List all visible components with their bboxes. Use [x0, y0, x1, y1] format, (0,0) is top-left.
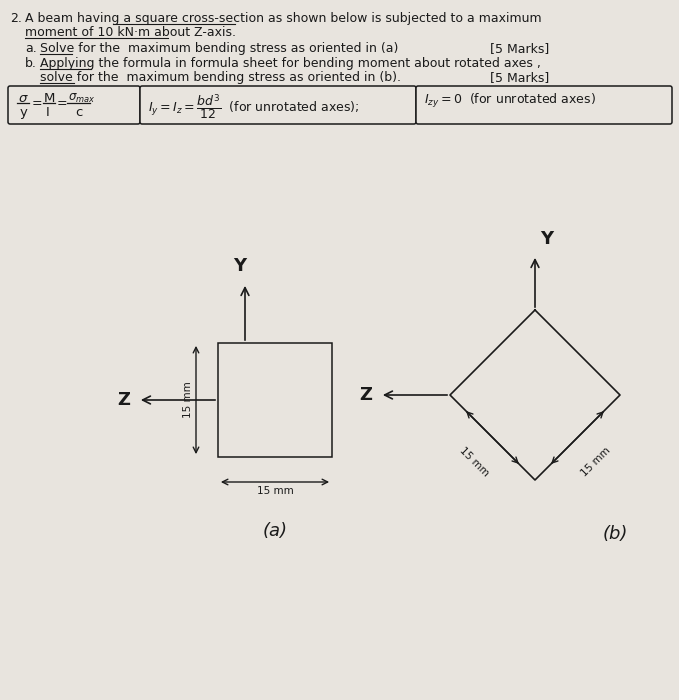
Text: Y: Y	[540, 230, 553, 248]
Text: $I_{zy} = 0$  (for unrotated axes): $I_{zy} = 0$ (for unrotated axes)	[424, 92, 596, 110]
Text: $\sigma$: $\sigma$	[18, 92, 29, 105]
Text: (a): (a)	[263, 522, 287, 540]
Text: solve for the  maximum bending stress as oriented in (b).: solve for the maximum bending stress as …	[40, 71, 401, 84]
Text: c: c	[75, 106, 82, 119]
Text: Z: Z	[117, 391, 130, 409]
Text: y: y	[20, 106, 28, 119]
Text: 15 mm: 15 mm	[183, 382, 193, 419]
Text: (b): (b)	[602, 525, 627, 543]
Text: =: =	[57, 97, 68, 110]
Bar	[218, 343, 332, 457]
Text: M: M	[44, 92, 56, 105]
Text: 2.: 2.	[10, 12, 22, 25]
Text: a.: a.	[25, 42, 37, 55]
Text: 15 mm: 15 mm	[579, 445, 612, 479]
Text: Z: Z	[359, 386, 372, 404]
Text: =: =	[32, 97, 43, 110]
Text: Solve for the  maximum bending stress as oriented in (a): Solve for the maximum bending stress as …	[40, 42, 399, 55]
Text: moment of 10 kN·m about Z-axis.: moment of 10 kN·m about Z-axis.	[25, 26, 236, 39]
FancyBboxPatch shape	[140, 86, 416, 124]
Text: A beam having a square cross-section as shown below is subjected to a maximum: A beam having a square cross-section as …	[25, 12, 542, 25]
Text: [5 Marks]: [5 Marks]	[490, 42, 549, 55]
Text: Y: Y	[234, 257, 246, 275]
Text: $I_y = I_z = \dfrac{bd^3}{12}$  (for unrotated axes);: $I_y = I_z = \dfrac{bd^3}{12}$ (for unro…	[148, 92, 359, 122]
Text: 15 mm: 15 mm	[257, 486, 293, 496]
Text: 15 mm: 15 mm	[458, 445, 491, 479]
Text: b.: b.	[25, 57, 37, 70]
FancyBboxPatch shape	[416, 86, 672, 124]
Text: I: I	[46, 106, 50, 119]
FancyBboxPatch shape	[8, 86, 140, 124]
Text: [5 Marks]: [5 Marks]	[490, 71, 549, 84]
Text: Applying the formula in formula sheet for bending moment about rotated axes ,: Applying the formula in formula sheet fo…	[40, 57, 541, 70]
Text: $\sigma_{max}$: $\sigma_{max}$	[68, 92, 96, 105]
